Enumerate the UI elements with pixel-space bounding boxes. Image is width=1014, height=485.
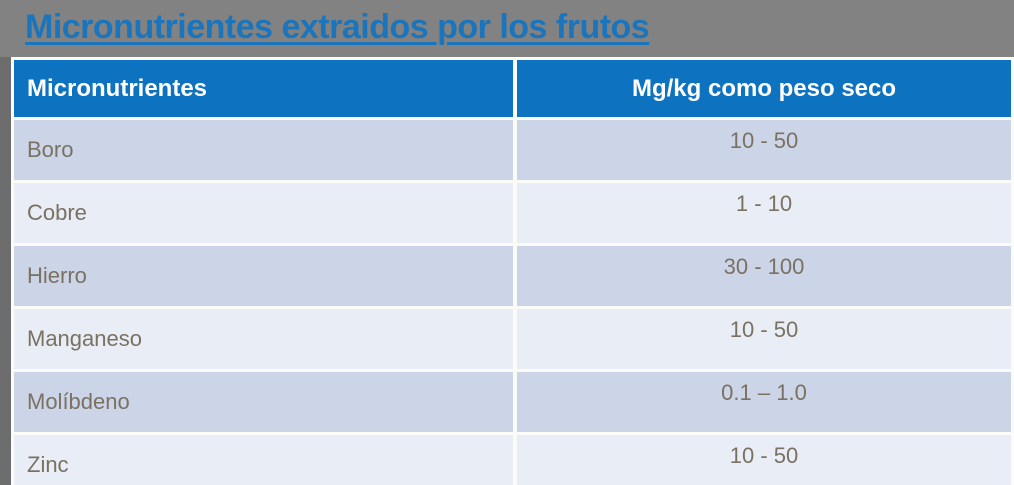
table-row: Hierro 30 - 100 (14, 246, 1011, 306)
nutrient-value-cell: 10 - 50 (517, 120, 1011, 180)
table-row: Boro 10 - 50 (14, 120, 1011, 180)
nutrient-value-cell: 0.1 – 1.0 (517, 372, 1011, 432)
micronutrients-table: Micronutrientes Mg/kg como peso seco Bor… (0, 57, 1014, 485)
column-header-micronutrientes: Micronutrientes (14, 60, 513, 117)
page-title: Micronutrientes extraidos por los frutos (25, 8, 650, 46)
nutrient-value-cell: 30 - 100 (517, 246, 1011, 306)
nutrient-name-cell: Zinc (14, 435, 513, 485)
table-header-row: Micronutrientes Mg/kg como peso seco (14, 60, 1011, 117)
table-body: Micronutrientes Mg/kg como peso seco Bor… (11, 57, 1014, 485)
nutrient-value-cell: 1 - 10 (517, 183, 1011, 243)
table-row: Zinc 10 - 50 (14, 435, 1011, 485)
table-row: Manganeso 10 - 50 (14, 309, 1011, 369)
nutrient-name-cell: Manganeso (14, 309, 513, 369)
nutrient-name-cell: Molíbdeno (14, 372, 513, 432)
nutrient-name-cell: Cobre (14, 183, 513, 243)
table-row: Molíbdeno 0.1 – 1.0 (14, 372, 1011, 432)
table-left-shadow (0, 57, 11, 485)
nutrient-value-cell: 10 - 50 (517, 309, 1011, 369)
nutrient-value-cell: 10 - 50 (517, 435, 1011, 485)
table-row: Cobre 1 - 10 (14, 183, 1011, 243)
nutrient-name-cell: Hierro (14, 246, 513, 306)
column-header-mgkg: Mg/kg como peso seco (517, 60, 1011, 117)
nutrient-name-cell: Boro (14, 120, 513, 180)
